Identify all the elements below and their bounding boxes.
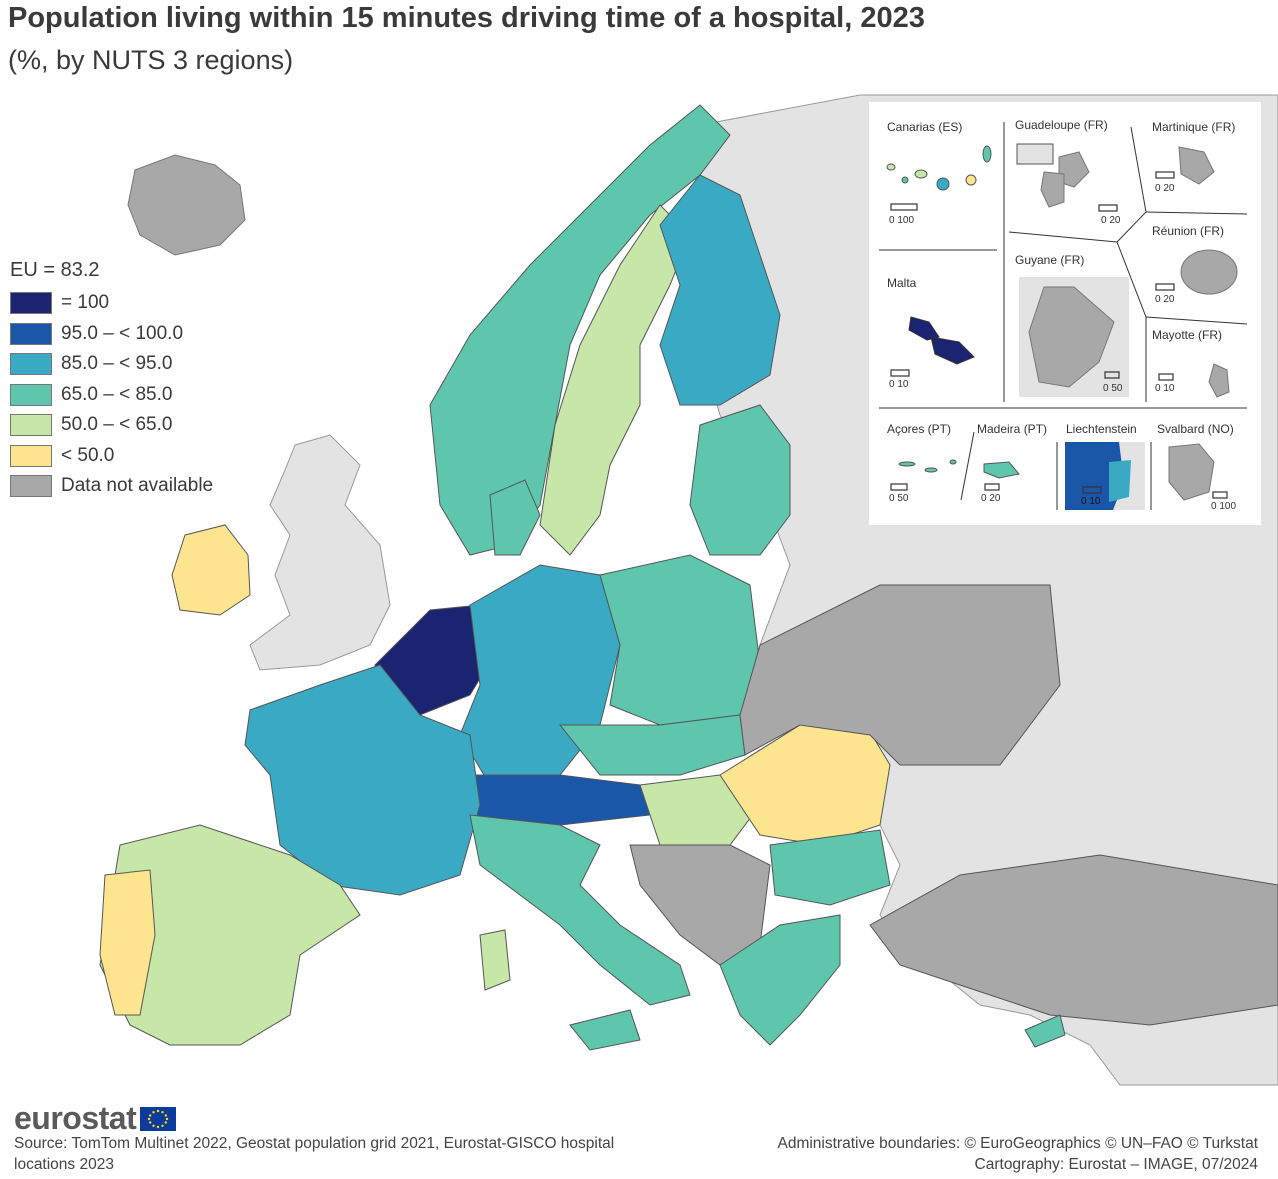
finland [659,174,781,406]
inset-label-canarias: Canarias (ES) [887,120,963,134]
legend-item: = 100 [10,288,240,319]
italy [469,814,691,1006]
iberia [99,824,361,1046]
madeira-island [983,461,1020,479]
legend-label: 85.0 – < 95.0 [61,353,173,375]
reunion-island [1180,249,1238,295]
sweden [539,204,691,556]
iceland-land [127,154,246,256]
insets-graphics [879,122,1248,510]
legend-swatch [10,475,52,498]
france [244,664,481,896]
legend-title: EU = 83.2 [10,259,100,281]
map-subtitle: (%, by NUTS 3 regions) [8,45,294,75]
legend-swatch [10,414,52,437]
legend-swatch [10,353,52,376]
legend-item: 65.0 – < 85.0 [10,380,240,411]
svalbard-islands [1168,443,1215,501]
inset-scale-madeira: 0 20 [981,493,1001,504]
legend-label: < 50.0 [61,444,115,466]
inset-label-guyane: Guyane (FR) [1015,253,1085,267]
inset-label-liechtenstein: Liechtenstein [1066,422,1137,436]
acores-islands [898,459,957,473]
liechtenstein-territory [1065,442,1145,510]
guyane-territory [1019,277,1129,397]
cyprus [1024,1014,1066,1048]
greece [719,914,841,1046]
inset-scale-guyane: 0 50 [1103,383,1123,394]
legend-label: Data not available [61,475,214,497]
ireland [171,524,251,616]
sardinia [479,929,511,991]
inset-label-reunion: Réunion (FR) [1152,224,1225,238]
legend-swatch [10,383,52,406]
inset-label-malta: Malta [887,276,917,290]
inset-scale-liechtenstein: 0 10 [1081,496,1101,507]
inset-scale-mayotte: 0 10 [1155,383,1175,394]
canarias-islands [886,145,992,191]
inset-scale-malta: 0 10 [889,379,909,390]
inset-label-madeira: Madeira (PT) [977,422,1048,436]
legend-item: 85.0 – < 95.0 [10,349,240,380]
logo-text: eurostat [14,1100,137,1136]
map-title: Population living within 15 minutes driv… [8,2,925,34]
inset-scale-martinique: 0 20 [1155,183,1175,194]
credits-cartography: Cartography: Eurostat – IMAGE, 07/2024 [974,1156,1258,1173]
malta-island [908,316,975,365]
legend-swatch [10,322,52,345]
bulgaria [769,829,891,906]
credits-boundaries: Administrative boundaries: © EuroGeograp… [777,1135,1258,1152]
portugal [99,869,156,1016]
inset-scale-canarias: 0 100 [889,215,915,226]
legend-label: 50.0 – < 65.0 [61,414,173,436]
eu-flag-icon [140,1106,177,1131]
legend: EU = 83.2 = 100 95.0 – < 100.0 85.0 – < … [10,259,240,502]
poland [599,554,761,726]
baltics [689,404,791,556]
legend-swatch [10,292,52,315]
legend-label: 65.0 – < 85.0 [61,383,173,405]
inset-scale-acores: 0 50 [889,493,909,504]
inset-label-acores: Açores (PT) [887,422,952,436]
legend-item: 50.0 – < 65.0 [10,410,240,441]
inset-label-mayotte: Mayotte (FR) [1152,328,1223,342]
turkey [869,854,1278,1026]
inset-scale-svalbard: 0 100 [1211,501,1237,512]
hungary [639,774,761,846]
legend-item: < 50.0 [10,441,240,472]
insets-panel: Canarias (ES) 0 100 Guadeloupe (FR) 0 20… [869,102,1261,525]
inset-scale-guadeloupe: 0 20 [1101,215,1121,226]
legend-item: 95.0 – < 100.0 [10,319,240,350]
inset-label-svalbard: Svalbard (NO) [1157,422,1234,436]
legend-label: 95.0 – < 100.0 [61,322,184,344]
mayotte-island [1208,363,1230,398]
sicily [569,1009,641,1051]
legend-label: = 100 [61,292,110,314]
denmark [489,479,541,556]
legend-item: Data not available [10,471,240,502]
martinique-island [1178,146,1215,185]
uk-land [249,434,391,671]
ukraine-belarus [739,584,1061,766]
inset-scale-reunion: 0 20 [1155,294,1175,305]
credits-note: Administrative boundaries: © EuroGeograp… [698,1133,1258,1175]
inset-label-martinique: Martinique (FR) [1152,120,1236,134]
eurostat-logo: eurostat [14,1100,177,1137]
inset-label-guadeloupe: Guadeloupe (FR) [1015,118,1108,132]
source-note: Source: TomTom Multinet 2022, Geostat po… [14,1135,615,1173]
guadeloupe-islands [1016,143,1090,208]
legend-swatch [10,444,52,467]
